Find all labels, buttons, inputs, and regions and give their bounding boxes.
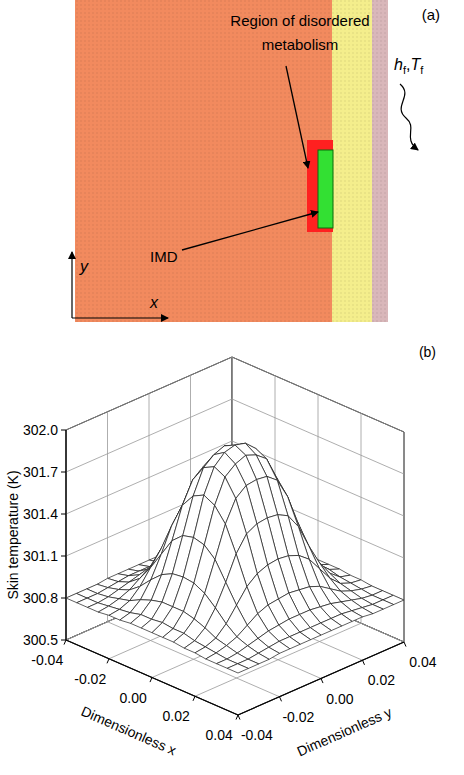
svg-text:0.00: 0.00	[120, 690, 147, 706]
svg-text:-0.04: -0.04	[241, 727, 273, 743]
svg-text:0.02: 0.02	[163, 708, 190, 724]
svg-text:0.02: 0.02	[368, 672, 395, 688]
svg-text:-0.02: -0.02	[282, 709, 314, 725]
svg-text:x: x	[149, 294, 159, 311]
svg-text:metabolism: metabolism	[262, 36, 339, 53]
svg-text:hf,Tf: hf,Tf	[394, 56, 424, 76]
svg-text:0.04: 0.04	[409, 654, 436, 670]
svg-text:-0.04: -0.04	[31, 652, 63, 668]
svg-text:300.5: 300.5	[23, 632, 58, 648]
svg-text:-0.02: -0.02	[74, 671, 106, 687]
svg-text:Dimensionless y: Dimensionless y	[295, 704, 395, 760]
svg-text:0.00: 0.00	[326, 691, 353, 707]
svg-text:302.0: 302.0	[23, 422, 58, 438]
svg-text:(a): (a)	[422, 6, 440, 23]
svg-text:301.4: 301.4	[23, 506, 58, 522]
svg-text:(b): (b)	[419, 344, 436, 360]
svg-text:0.04: 0.04	[206, 727, 233, 743]
svg-text:Skin temperature (K): Skin temperature (K)	[5, 470, 21, 599]
svg-text:IMD: IMD	[150, 248, 178, 265]
svg-text:y: y	[79, 258, 89, 275]
svg-text:301.1: 301.1	[23, 548, 58, 564]
svg-text:300.8: 300.8	[23, 590, 58, 606]
svg-text:301.7: 301.7	[23, 464, 58, 480]
svg-text:Region of disordered: Region of disordered	[230, 12, 369, 29]
svg-text:Dimensionless x: Dimensionless x	[79, 703, 179, 758]
